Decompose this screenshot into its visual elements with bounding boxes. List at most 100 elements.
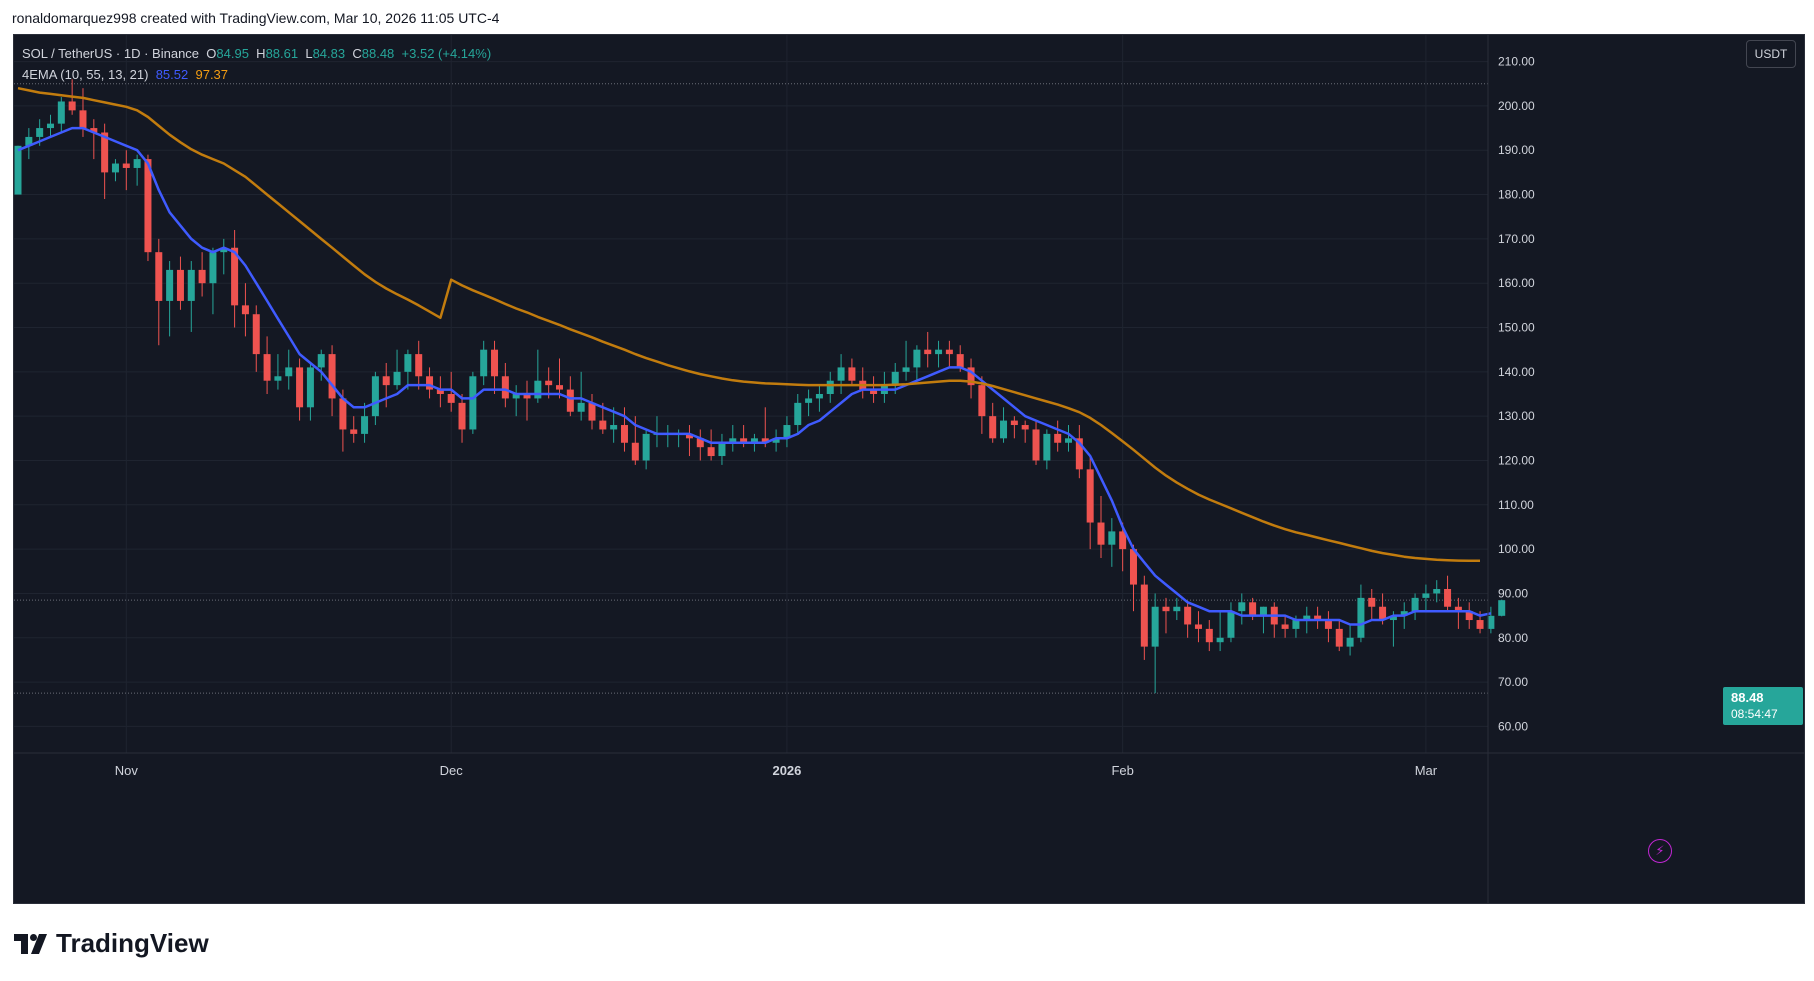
candle (1314, 606, 1322, 629)
candle (783, 416, 791, 448)
candle-body (1487, 615, 1495, 629)
candle-body (1476, 620, 1484, 629)
candle (1465, 602, 1473, 629)
lightning-icon[interactable]: ⚡ (1648, 839, 1672, 863)
candle (1498, 599, 1506, 617)
ema-slow-value: 97.37 (195, 67, 229, 82)
grid-lines (14, 35, 1488, 753)
candle-body (1303, 615, 1311, 621)
candle-body (815, 394, 823, 399)
candle (729, 425, 737, 452)
candle-body (469, 376, 477, 430)
candle-body (891, 371, 899, 386)
symbol-name[interactable]: SOL / TetherUS · 1D · Binance (22, 46, 200, 61)
candle (111, 159, 119, 182)
candle-body (534, 380, 542, 399)
candle (220, 238, 228, 275)
candle (1021, 420, 1029, 443)
candle (144, 154, 152, 262)
candle-body (426, 376, 434, 390)
candle-body (436, 389, 444, 394)
candle-body (577, 402, 585, 412)
candle (577, 371, 585, 421)
candle-body (1086, 469, 1094, 523)
candle (1422, 584, 1430, 612)
candle (57, 97, 65, 133)
close-label: C (352, 46, 362, 61)
candle (469, 371, 477, 434)
candle-body (740, 438, 748, 443)
candle (241, 283, 249, 337)
ema-fast-value: 85.52 (155, 67, 189, 82)
candle (837, 354, 845, 394)
candle (1389, 611, 1397, 647)
candle (285, 349, 293, 390)
candle-body (1054, 433, 1062, 443)
y-tick-label: 140.00 (1498, 365, 1535, 379)
candle (187, 261, 195, 332)
candle-body (350, 429, 358, 434)
candle-body (501, 376, 509, 399)
candle-body (317, 354, 325, 368)
candle (14, 145, 22, 195)
candle-body (1346, 637, 1354, 647)
candle-body (231, 247, 239, 306)
tradingview-logo-icon (14, 933, 47, 954)
candle (393, 349, 401, 390)
candle-body (935, 349, 943, 355)
candle-body (1465, 611, 1473, 621)
candle-body (1454, 606, 1462, 612)
candle-body (1184, 606, 1192, 625)
x-tick-label: Feb (1111, 763, 1133, 778)
candle-body (761, 438, 769, 443)
indicator-name[interactable]: 4EMA (10, 55, 13, 21) (22, 67, 149, 82)
candle-body (133, 159, 141, 168)
chart-panel[interactable]: 60.00 70.00 80.00 90.00 100.00 110.00 120.00 13… (13, 34, 1805, 904)
candle (685, 425, 693, 457)
candle-body (339, 398, 347, 430)
candle-body (220, 247, 228, 253)
candle (1444, 575, 1452, 612)
y-tick-label: 70.00 (1498, 675, 1528, 689)
candle-body (1021, 425, 1029, 430)
low-value: 84.83 (312, 46, 346, 61)
candle-body (1162, 606, 1170, 612)
candle-body (1368, 597, 1376, 607)
candle-body (404, 354, 412, 372)
candle (404, 349, 412, 390)
candle (274, 354, 282, 390)
candle (1227, 602, 1235, 643)
candle (1281, 615, 1289, 638)
candle-body (1205, 628, 1213, 643)
candle (1194, 611, 1202, 643)
candle-body (1173, 606, 1181, 612)
candle (1346, 624, 1354, 656)
candle-body (620, 425, 628, 443)
candle (1075, 425, 1083, 479)
last-price-badge: 88.48 08:54:47 (1723, 687, 1803, 725)
high-value: 88.61 (265, 46, 299, 61)
candle-body (1097, 522, 1105, 545)
candle-body (198, 269, 206, 284)
candle-body (306, 367, 314, 408)
candle-body (1259, 606, 1267, 616)
open-value: 84.95 (216, 46, 249, 61)
candle (967, 358, 975, 399)
candle (371, 371, 379, 426)
y-tick-label: 150.00 (1498, 321, 1535, 335)
candle-body (1000, 420, 1008, 439)
y-tick-label: 210.00 (1498, 55, 1535, 69)
price-chart[interactable]: 60.00 70.00 80.00 90.00 100.00 110.00 120.00 13… (14, 35, 1804, 903)
dotted-levels (14, 83, 1488, 694)
y-tick-label: 90.00 (1498, 586, 1528, 600)
tradingview-logo[interactable]: TradingView (14, 928, 209, 959)
candle-body (371, 376, 379, 417)
y-tick-label: 160.00 (1498, 276, 1535, 290)
candle (1043, 429, 1051, 470)
candle (317, 349, 325, 381)
candle (1129, 544, 1137, 612)
currency-button[interactable]: USDT (1746, 40, 1796, 68)
candle-body (1314, 615, 1322, 621)
candle (696, 429, 704, 461)
ema-fast-line (17, 126, 1492, 626)
